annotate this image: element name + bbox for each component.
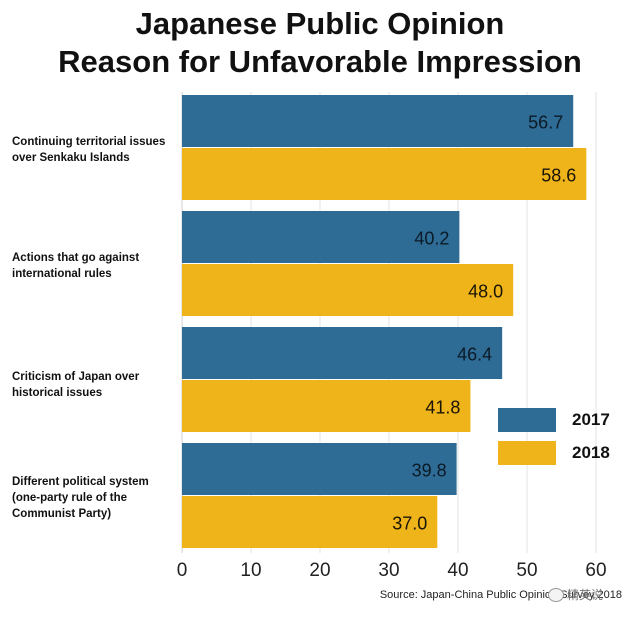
data-label-2018-3: 37.0 xyxy=(392,514,427,534)
category-label-political-system: Different political system (one-party ru… xyxy=(12,476,149,520)
bar-2018-2 xyxy=(182,380,471,432)
bar-2017-1 xyxy=(182,211,460,263)
data-label-2017-1: 40.2 xyxy=(414,229,449,249)
chart-title-line-2: Reason for Unfavorable Impression xyxy=(58,44,582,79)
category-label-territorial: Continuing territorial issues over Senka… xyxy=(12,136,166,164)
x-tick-label: 30 xyxy=(378,560,399,581)
bar-2017-0 xyxy=(182,95,574,147)
watermark-text: 精英说 xyxy=(567,588,604,602)
bar-2018-0 xyxy=(182,148,587,200)
data-label-2018-2: 41.8 xyxy=(425,398,460,418)
data-label-2018-1: 48.0 xyxy=(468,282,503,302)
bar-2017-3 xyxy=(182,443,457,495)
category-label-historical-issues: Criticism of Japan over historical issue… xyxy=(12,371,140,399)
data-label-2018-0: 58.6 xyxy=(541,166,576,186)
data-label-2017-2: 46.4 xyxy=(457,345,492,365)
x-tick-label: 50 xyxy=(516,560,537,581)
legend-item-2017: 2017 xyxy=(498,408,610,432)
x-tick-label: 60 xyxy=(585,560,606,581)
data-label-2017-0: 56.7 xyxy=(528,113,563,133)
legend-swatch-2018 xyxy=(498,441,556,465)
legend-swatch-2017 xyxy=(498,408,556,432)
legend-item-2018: 2018 xyxy=(498,441,610,465)
watermark: 精英说 xyxy=(548,586,603,603)
x-tick-label: 0 xyxy=(177,560,188,581)
legend-label-2018: 2018 xyxy=(572,443,610,462)
chart-title-line-1: Japanese Public Opinion xyxy=(135,6,505,41)
bar-2018-3 xyxy=(182,496,438,548)
legend-label-2017: 2017 xyxy=(572,410,610,429)
wechat-icon xyxy=(548,587,564,602)
x-tick-label: 20 xyxy=(309,560,330,581)
data-label-2017-3: 39.8 xyxy=(412,461,447,481)
category-label-international-rules: Actions that go against international ru… xyxy=(12,252,140,280)
bar-2018-1 xyxy=(182,264,514,316)
x-tick-label: 40 xyxy=(447,560,468,581)
bar-2017-2 xyxy=(182,327,503,379)
x-tick-label: 10 xyxy=(240,560,261,581)
